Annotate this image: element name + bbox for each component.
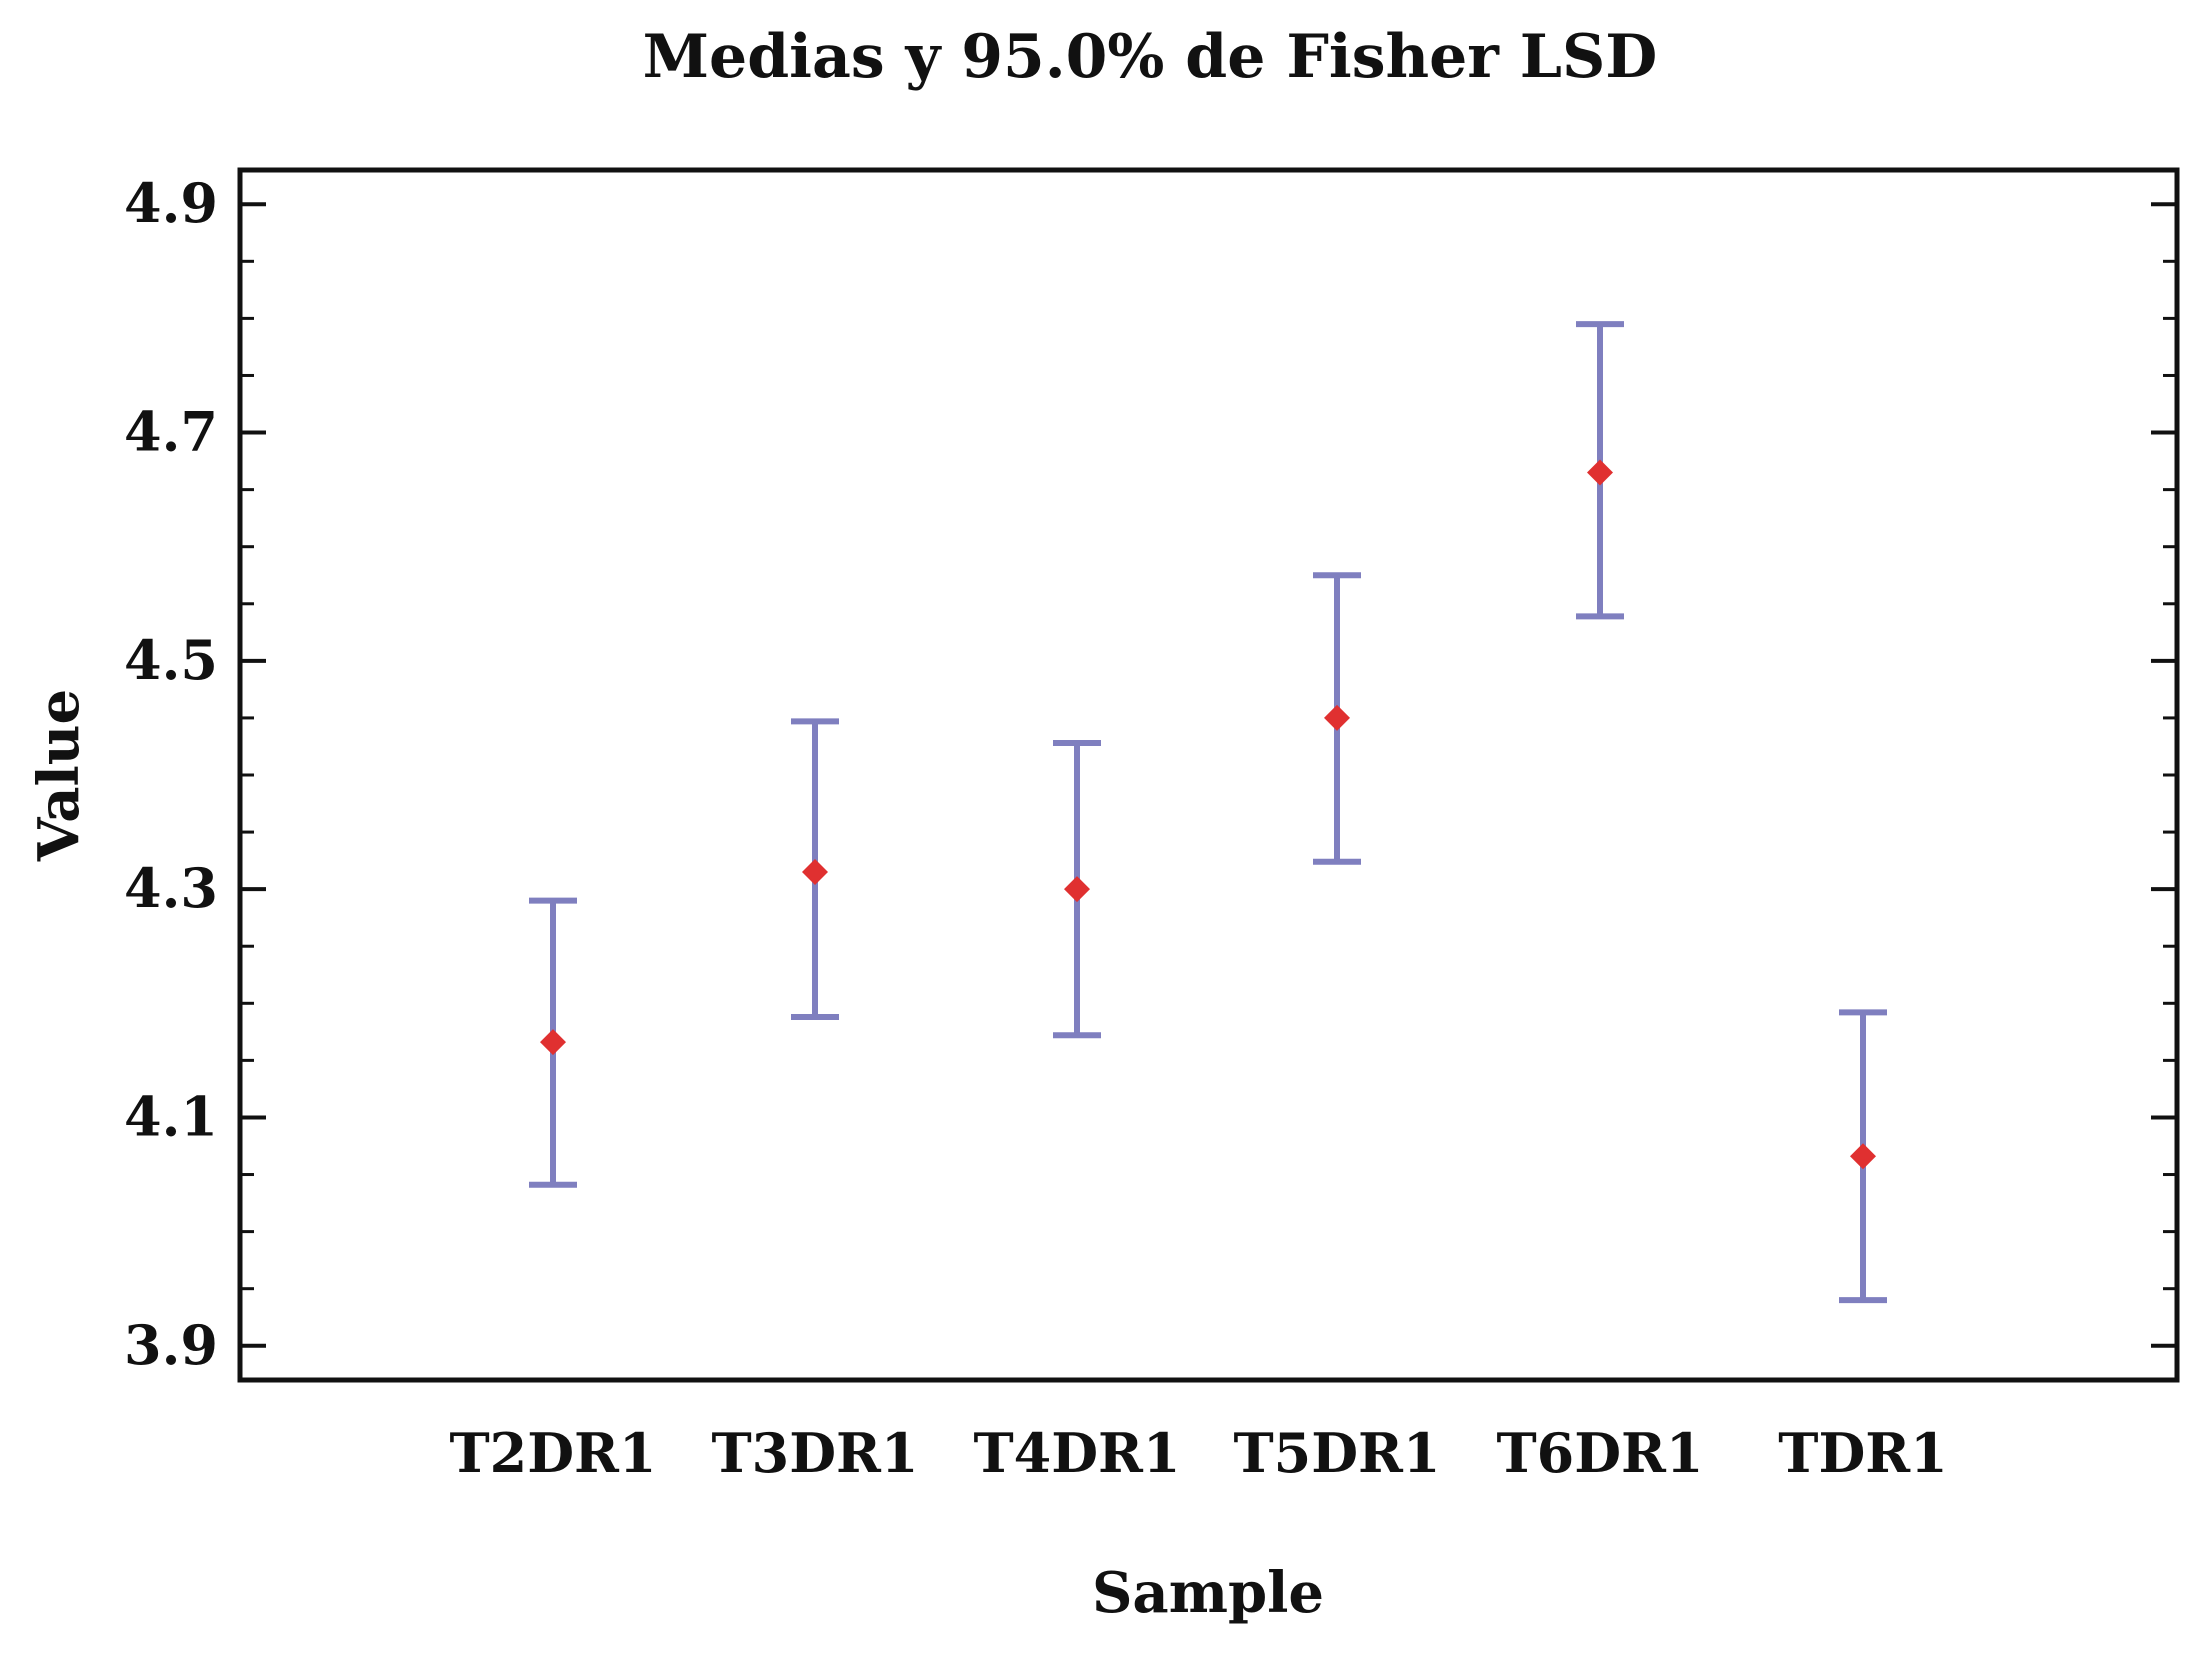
x-category-label: T4DR1: [973, 1421, 1180, 1485]
plot-frame: [237, 167, 2180, 1383]
mean-marker: [1324, 704, 1350, 731]
y-tick-label: 4.7: [124, 400, 218, 464]
x-category-label: T2DR1: [449, 1421, 656, 1485]
mean-marker: [540, 1029, 566, 1056]
y-tick-label: 4.3: [124, 856, 218, 920]
axis-ticks: 4.9 4.7 4.5 4.3 4.1 3.9: [124, 171, 2177, 1377]
mean-marker: [802, 859, 828, 886]
y-axis-label: Value: [26, 689, 92, 862]
y-tick-label: 4.5: [124, 628, 218, 692]
x-category-label: T6DR1: [1496, 1421, 1703, 1485]
mean-marker: [1064, 876, 1090, 903]
chart-title: Medias y 95.0% de Fisher LSD: [643, 22, 1658, 92]
x-axis-label: Sample: [1092, 1560, 1324, 1626]
mean-marker: [1850, 1143, 1876, 1170]
x-category-label: TDR1: [1778, 1421, 1947, 1485]
data-marks: T2DR1 T3DR1 T4DR1 T5DR1 T6DR1 TDR1: [449, 321, 1948, 1485]
y-tick-label: 4.1: [124, 1084, 218, 1148]
x-category-label: T3DR1: [711, 1421, 918, 1485]
y-tick-label: 4.9: [124, 171, 218, 235]
mean-marker: [1587, 459, 1613, 486]
x-category-label: T5DR1: [1233, 1421, 1440, 1485]
y-tick-label: 3.9: [124, 1313, 218, 1377]
